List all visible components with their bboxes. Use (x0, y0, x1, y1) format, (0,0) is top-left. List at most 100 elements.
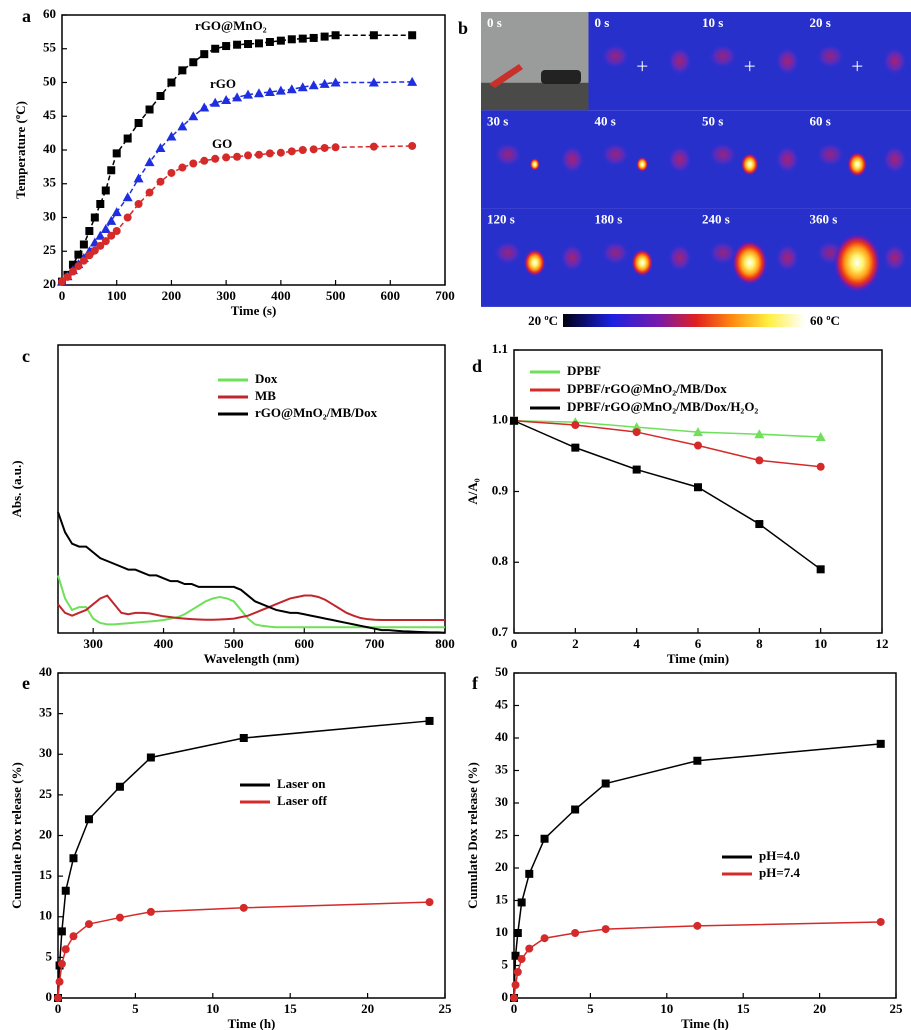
thermal-blob (708, 142, 737, 167)
marker (112, 149, 121, 158)
photo-tube (489, 64, 523, 88)
marker (525, 944, 534, 953)
frame-label: 50 s (702, 113, 723, 128)
colorbar-high: 60 ºC (810, 313, 840, 328)
y-tick-label: 50 (495, 664, 508, 679)
y-tick-label: 15 (39, 867, 53, 882)
colorbar (563, 314, 805, 327)
marker (145, 188, 154, 197)
marker (513, 929, 522, 937)
frame-label: 120 s (487, 212, 515, 227)
series-line (57, 901, 430, 999)
marker (167, 168, 176, 177)
x-tick-label: 15 (737, 1001, 751, 1016)
thermal-blob (816, 142, 845, 167)
marker (407, 76, 418, 86)
y-tick-label: 60 (43, 6, 56, 21)
thermal-blob (493, 142, 522, 167)
marker (244, 40, 253, 49)
marker (308, 80, 319, 90)
y-tick-label: 45 (43, 107, 57, 122)
marker (69, 932, 78, 941)
marker (601, 925, 610, 934)
thermal-spot (833, 232, 882, 293)
thermal-spot (631, 248, 654, 277)
x-axis-title: Time (s) (231, 303, 277, 318)
thermal-blob (708, 240, 737, 265)
marker (408, 31, 417, 40)
x-tick-label: 300 (216, 288, 236, 303)
marker (264, 86, 275, 96)
marker (601, 779, 610, 788)
marker (755, 456, 764, 465)
panel-letter: a (22, 6, 31, 26)
marker (133, 173, 144, 183)
marker (276, 148, 285, 157)
plot-frame (57, 672, 446, 999)
marker (55, 977, 64, 986)
thermal-blob (560, 145, 585, 174)
x-axis-title: Time (min) (667, 651, 729, 666)
x-tick-label: 0 (511, 1001, 518, 1016)
thermal-spot (847, 151, 868, 177)
marker (134, 119, 143, 127)
x-tick-label: 0 (59, 288, 66, 303)
y-tick-label: 0 (46, 989, 53, 1004)
frame-label: 10 s (702, 15, 723, 30)
marker (146, 753, 155, 762)
marker (319, 78, 330, 88)
marker (232, 92, 243, 102)
marker (254, 150, 263, 159)
marker (210, 97, 221, 107)
marker (101, 186, 110, 195)
marker (199, 102, 210, 112)
marker (571, 805, 580, 814)
x-tick-label: 400 (271, 288, 291, 303)
frame-label: 0 s (487, 15, 502, 30)
y-tick-label: 30 (39, 745, 52, 760)
y-tick-label: 0.7 (492, 624, 509, 639)
marker (276, 36, 285, 45)
marker (298, 34, 307, 43)
crosshair (852, 61, 863, 72)
panel-letter: e (22, 673, 30, 693)
marker (265, 38, 274, 46)
series-line (513, 921, 881, 999)
legend-label: Laser off (277, 793, 328, 808)
marker (425, 716, 434, 725)
series-label: rGO@MnO₂ (195, 18, 267, 33)
legend-label: DPBF/rGO@MnO₂/MB/Dox (567, 381, 727, 396)
marker (816, 462, 825, 471)
marker (90, 246, 99, 255)
marker (816, 565, 825, 574)
legend-label: Laser on (277, 776, 326, 791)
thermal-frame: 40 s (588, 110, 696, 209)
thermal-blob (493, 240, 522, 265)
crosshair (637, 61, 648, 72)
marker (309, 33, 318, 42)
legend-label: pH=7.4 (759, 865, 800, 880)
legend-label: pH=4.0 (759, 848, 800, 863)
x-tick-label: 700 (365, 636, 385, 651)
colorbar-low: 20 ºC (528, 313, 558, 328)
frame-label: 180 s (595, 212, 623, 227)
photo-table (481, 82, 589, 111)
thermal-blob (667, 145, 692, 174)
marker (632, 428, 641, 437)
y-tick-label: 35 (495, 761, 509, 776)
plot-frame (513, 672, 897, 999)
thermal-spot (523, 248, 546, 277)
x-tick-label: 0 (55, 1001, 62, 1016)
y-tick-label: 45 (495, 696, 509, 711)
legend-label: rGO@MnO₂/MB/Dox (255, 405, 378, 420)
marker (79, 240, 88, 249)
thermal-blob (775, 47, 800, 76)
crosshair (744, 61, 755, 72)
marker (571, 929, 580, 937)
marker (369, 31, 378, 40)
x-tick-label: 25 (439, 1001, 453, 1016)
x-tick-label: 8 (756, 636, 763, 651)
x-tick-label: 20 (813, 1001, 826, 1016)
marker (693, 921, 702, 930)
plot-frame (57, 344, 446, 634)
